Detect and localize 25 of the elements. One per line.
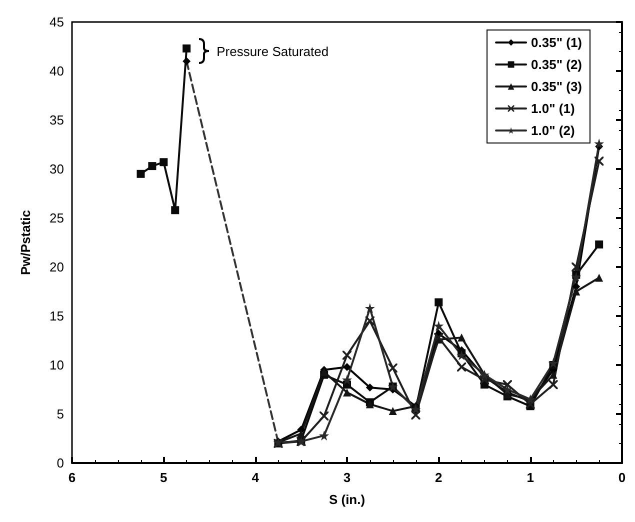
y-tick-label: 10 (50, 358, 64, 372)
legend-label: 1.0" (2) (531, 123, 575, 138)
x-tick-label: 1 (526, 470, 534, 485)
y-tick-label: 15 (50, 308, 64, 324)
legend-label: 1.0" (1) (531, 101, 575, 116)
y-tick-label: 5 (56, 406, 64, 422)
legend-label: 0.35" (1) (531, 35, 582, 50)
y-tick-label: 0 (56, 456, 64, 470)
y-tick-label: 35 (50, 112, 64, 128)
x-tick-label: 6 (68, 470, 76, 485)
x-tick-label: 4 (252, 470, 260, 485)
legend-label: 0.35" (2) (531, 57, 582, 72)
y-tick-label: 40 (50, 64, 64, 78)
legend-label: 0.35" (3) (531, 79, 582, 94)
x-tick-label: 3 (343, 470, 351, 485)
y-tick-label: 25 (50, 210, 64, 226)
annotation: Pressure Saturated (216, 44, 329, 59)
y-axis-title: Pw/Pstatic (18, 210, 33, 276)
y-tick-label: 45 (50, 14, 64, 30)
y-tick-label: 20 (50, 260, 64, 274)
y-tick-label: 30 (50, 162, 64, 176)
x-axis-title: S (in.) (328, 492, 366, 507)
x-tick-label: 2 (435, 470, 442, 485)
x-tick-label: 5 (160, 470, 168, 485)
x-tick-label: 0 (618, 470, 626, 485)
